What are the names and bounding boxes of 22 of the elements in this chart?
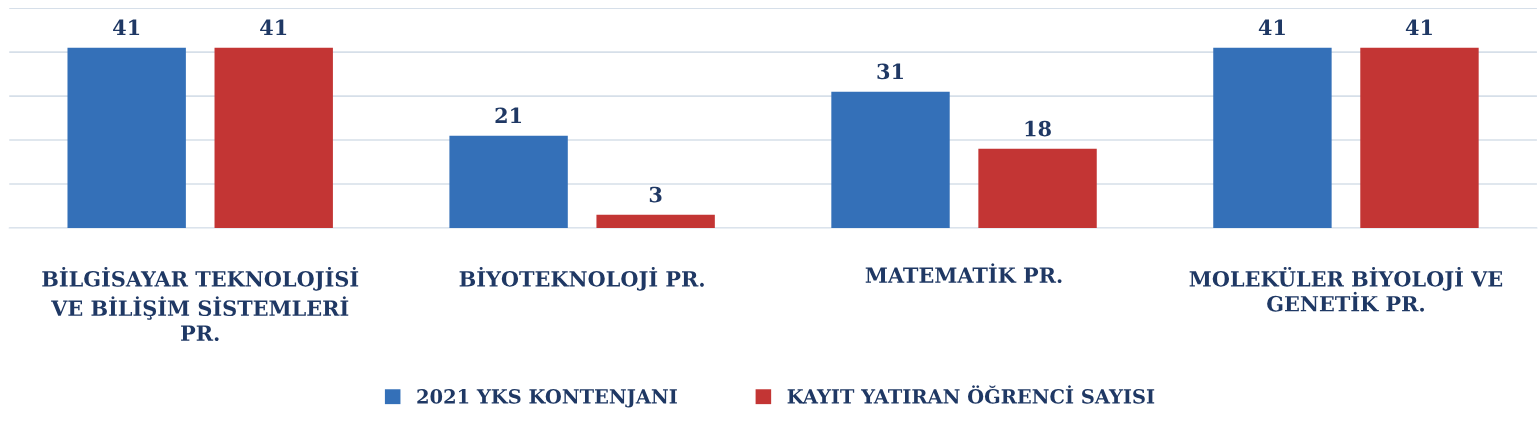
bar [67,47,186,229]
data-label: 3 [649,186,662,203]
bar [214,47,333,229]
bar [1213,47,1332,229]
data-label: 41 [260,19,287,35]
data-label: 41 [1405,19,1432,35]
x-tick-label: BİLGİSAYAR TEKNOLOJİSİ VE BİLİŞİM SİSTEMLERİ PR. [42,266,359,341]
bar [449,135,568,229]
data-label: 41 [113,19,140,35]
x-tick-label: MATEMATİK PR. [865,263,1062,284]
x-tick-label: MOLEKÜLER BİYOLOJİ VE GENETİK PR. [1189,266,1503,312]
bar [596,214,715,229]
bar [1360,47,1479,229]
bar [978,148,1097,229]
data-label: 21 [495,107,522,123]
bar [831,91,950,229]
legend-label: KAYIT YATIRAN ÖĞRENCİ SAYISI [787,385,1155,404]
x-tick-label: BİYOTEKNOLOJİ PR. [459,266,704,291]
legend-label: 2021 YKS KONTENJANI [417,389,677,408]
data-label: 18 [1025,120,1051,137]
data-label: 31 [877,63,903,80]
data-label: 41 [1258,19,1285,35]
